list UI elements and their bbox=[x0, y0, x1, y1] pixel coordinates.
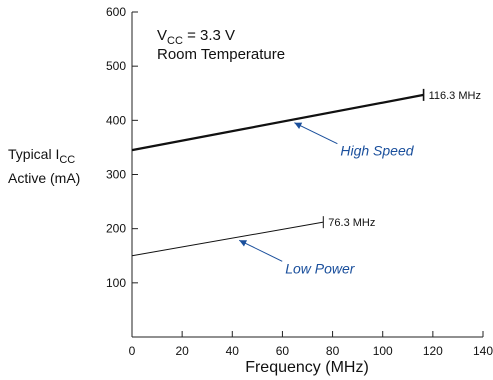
x-tick-label: 100 bbox=[373, 344, 393, 358]
condition-line-1: VCC = 3.3 V bbox=[157, 27, 235, 47]
condition-line-2: Room Temperature bbox=[157, 46, 285, 63]
x-tick-label: 80 bbox=[326, 344, 340, 358]
series-callout-arrowhead-0 bbox=[294, 122, 303, 129]
y-axis-label: Typical ICC Active (mA) bbox=[8, 145, 80, 187]
y-tick-label: 100 bbox=[106, 276, 126, 290]
x-tick-label: 120 bbox=[423, 344, 443, 358]
y-axis-label-line1: Typical ICC bbox=[8, 145, 80, 169]
x-tick-label: 0 bbox=[129, 344, 136, 358]
x-axis-label: Frequency (MHz) bbox=[245, 359, 369, 376]
series-group: 116.3 MHz High Speed 76.3 MHz Low Power bbox=[131, 88, 481, 276]
x-tick-label: 140 bbox=[473, 344, 493, 358]
y-tick-label: 300 bbox=[106, 168, 126, 182]
x-tick-label: 60 bbox=[276, 344, 290, 358]
y-axis-label-line2: Active (mA) bbox=[8, 169, 81, 186]
y-tick-label: 500 bbox=[106, 59, 126, 73]
x-ticks: 0 20 40 60 80 100 120 140 bbox=[129, 331, 493, 358]
condition-vcc-suffix: = 3.3 V bbox=[183, 27, 235, 44]
series-callout-line-1 bbox=[238, 239, 283, 262]
series-callout-line-0 bbox=[294, 122, 338, 145]
series-end-label-1: 76.3 MHz bbox=[328, 217, 375, 229]
y-tick-label: 600 bbox=[106, 5, 126, 19]
condition-vcc-prefix: V bbox=[157, 27, 167, 44]
y-tick-label: 400 bbox=[106, 113, 126, 127]
condition-vcc-sub: CC bbox=[167, 35, 183, 47]
y-tick-label: 200 bbox=[106, 222, 126, 236]
series-name-label-1: Low Power bbox=[285, 260, 356, 276]
y-axis-label-sub: CC bbox=[59, 153, 76, 166]
series-name-label-0: High Speed bbox=[340, 143, 414, 159]
series-callout-arrowhead-1 bbox=[239, 240, 248, 247]
y-ticks: 100 200 300 400 500 600 bbox=[106, 5, 138, 290]
series-line-1 bbox=[131, 221, 324, 257]
y-axis-label-text: Typical I bbox=[8, 146, 60, 162]
x-tick-label: 40 bbox=[226, 344, 240, 358]
series-end-label-0: 116.3 MHz bbox=[429, 90, 481, 102]
series-line-0 bbox=[131, 93, 424, 152]
x-tick-label: 20 bbox=[175, 344, 189, 358]
